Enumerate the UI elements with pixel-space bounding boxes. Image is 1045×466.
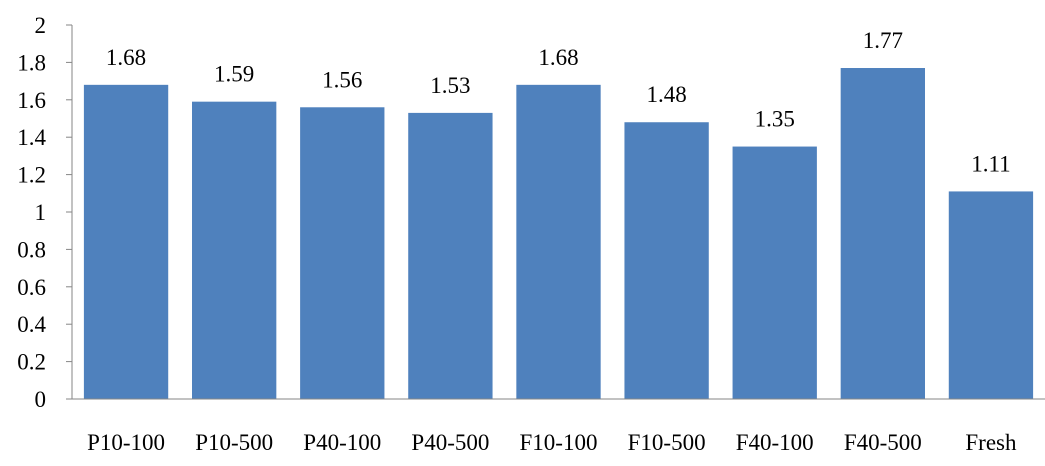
x-tick-label: F40-500	[844, 430, 922, 455]
bar-value-label: 1.59	[214, 62, 254, 87]
x-axis-labels: P10-100 P10-500 P40-100 P40-500 F10-100 F10-5…	[87, 430, 1017, 455]
bar	[300, 107, 385, 399]
y-tick-label: 1.6	[17, 88, 46, 113]
bar	[408, 112, 493, 399]
x-tick-label: Fresh	[965, 430, 1017, 455]
bar-value-label: 1.68	[538, 45, 578, 70]
bar-value-label: 1.48	[646, 82, 686, 107]
bar-value-label: 1.53	[430, 73, 470, 98]
bar-value-label: 1.11	[971, 151, 1010, 176]
y-axis-ticks: 0 0.2 0.4 0.6 0.8 1 1.2 1.4 1.6 1.8 2	[17, 13, 72, 412]
bar-value-label: 1.77	[863, 28, 903, 53]
bar	[516, 84, 601, 399]
bar	[83, 84, 169, 399]
bar-value-label: 1.56	[322, 67, 362, 92]
y-tick-label: 0	[35, 387, 47, 412]
x-tick-label: F10-500	[628, 430, 706, 455]
x-tick-label: P40-100	[303, 430, 381, 455]
x-tick-label: P10-100	[87, 430, 165, 455]
bar	[624, 122, 709, 400]
y-tick-label: 0.2	[17, 350, 46, 375]
y-tick-label: 0.6	[17, 275, 46, 300]
y-tick-label: 1.2	[17, 163, 46, 188]
bar	[732, 146, 817, 399]
bar	[840, 68, 925, 399]
y-tick-label: 1.8	[17, 50, 46, 75]
y-tick-label: 0.8	[17, 237, 46, 262]
bar	[948, 191, 1034, 399]
x-tick-label: F40-100	[736, 430, 814, 455]
bars-group	[83, 68, 1034, 400]
y-tick-label: 0.4	[17, 312, 46, 337]
x-tick-label: P40-500	[411, 430, 489, 455]
bar-value-label: 1.35	[755, 107, 795, 132]
bar	[192, 101, 277, 400]
x-tick-label: P10-500	[195, 430, 273, 455]
x-tick-label: F10-100	[520, 430, 598, 455]
value-labels-group: 1.68 1.59 1.56 1.53 1.68 1.48 1.35 1.77 1.11	[106, 28, 1011, 176]
y-tick-label: 1	[35, 200, 47, 225]
y-tick-label: 2	[35, 13, 47, 38]
y-tick-label: 1.4	[17, 125, 46, 150]
bar-value-label: 1.68	[106, 45, 146, 70]
